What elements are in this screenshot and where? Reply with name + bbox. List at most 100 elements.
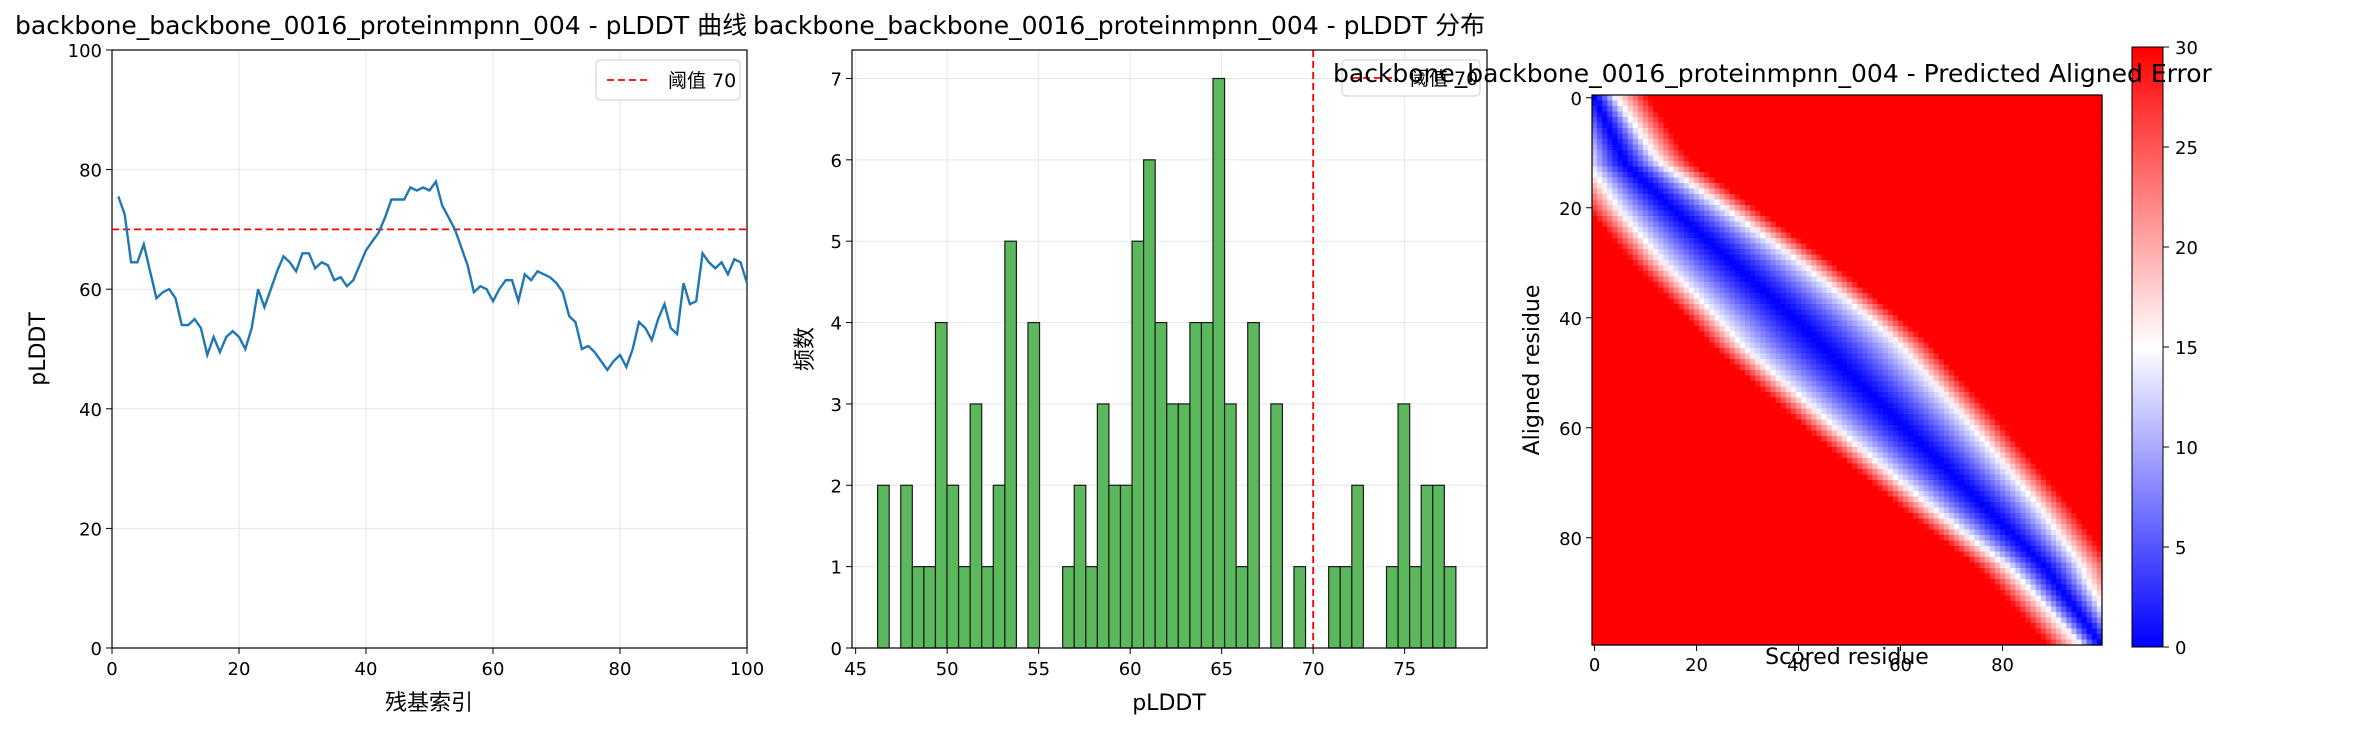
- heatmap-cell: [1765, 227, 1772, 234]
- heatmap-cell: [1841, 177, 1848, 184]
- heatmap-cell: [2035, 271, 2042, 278]
- heatmap-cell: [1643, 326, 1649, 333]
- heatmap-cell: [1857, 155, 1863, 162]
- heatmap-cell: [1739, 359, 1746, 366]
- heatmap-cell: [1745, 111, 1751, 118]
- heatmap-cell: [2045, 216, 2052, 223]
- heatmap-cell: [1785, 331, 1792, 338]
- heatmap-cell: [1785, 304, 1792, 311]
- heatmap-cell: [1994, 337, 2001, 344]
- heatmap-cell: [2061, 188, 2067, 195]
- heatmap-cell: [1622, 177, 1629, 184]
- heatmap-cell: [1627, 161, 1634, 168]
- heatmap-cell: [1699, 150, 1705, 157]
- heatmap-cell: [1734, 304, 1741, 311]
- heatmap-cell: [1714, 183, 1721, 190]
- heatmap-cell: [1760, 216, 1766, 223]
- heatmap-cell: [2020, 331, 2027, 338]
- heatmap-cell: [1709, 194, 1715, 201]
- heatmap-cell: [1612, 309, 1619, 316]
- heatmap-cell: [2071, 287, 2078, 294]
- heatmap-cell: [1760, 128, 1766, 135]
- heatmap-cell: [1750, 326, 1756, 333]
- heatmap-cell: [2071, 342, 2078, 349]
- heatmap-cell: [1719, 348, 1726, 355]
- heatmap-cell: [1979, 282, 1986, 289]
- heatmap-cell: [1780, 161, 1787, 168]
- heatmap-cell: [1643, 287, 1649, 294]
- heatmap-cell: [1694, 282, 1700, 289]
- heatmap-cell: [1938, 260, 1945, 267]
- heatmap-cell: [1872, 271, 1879, 278]
- heatmap-cell: [1760, 177, 1766, 184]
- heatmap-cell: [1683, 320, 1690, 327]
- heatmap-cell: [1694, 249, 1700, 256]
- heatmap-cell: [1867, 128, 1874, 135]
- heatmap-cell: [1627, 139, 1634, 146]
- heatmap-cell: [2071, 161, 2078, 168]
- heatmap-cell: [1867, 194, 1874, 201]
- heatmap-cell: [1892, 106, 1899, 113]
- heatmap-cell: [1678, 216, 1685, 223]
- y-tick-label: 0: [91, 639, 102, 660]
- heatmap-cell: [1847, 326, 1853, 333]
- heatmap-cell: [1785, 238, 1792, 245]
- heatmap-cell: [1719, 320, 1726, 327]
- heatmap-cell: [2020, 100, 2027, 107]
- heatmap-cell: [1607, 100, 1613, 107]
- heatmap-cell: [1836, 166, 1843, 173]
- y-tick-label: 5: [831, 232, 842, 253]
- heatmap-cell: [1704, 199, 1710, 206]
- heatmap-cell: [1801, 106, 1807, 113]
- heatmap-cell: [1755, 194, 1761, 201]
- heatmap-cell: [1729, 260, 1736, 267]
- heatmap-cell: [1668, 122, 1675, 129]
- heatmap-cell: [1612, 183, 1619, 190]
- heatmap-cell: [1928, 293, 1935, 300]
- heatmap-cell: [1796, 326, 1802, 333]
- heatmap-cell: [2071, 177, 2078, 184]
- heatmap-cell: [1949, 304, 1955, 311]
- heatmap-cell: [1648, 122, 1654, 129]
- heatmap-cell: [2081, 276, 2088, 283]
- heatmap-cell: [1811, 133, 1817, 140]
- heatmap-cell: [1724, 95, 1731, 102]
- heatmap-cell: [1852, 221, 1858, 228]
- heatmap-cell: [1903, 194, 1909, 201]
- heatmap-cell: [1928, 166, 1935, 173]
- heatmap-cell: [1974, 249, 1981, 256]
- heatmap-cell: [1643, 128, 1649, 135]
- heatmap-cell: [1643, 293, 1649, 300]
- heatmap-cell: [1637, 205, 1644, 212]
- heatmap-cell: [1653, 309, 1659, 316]
- heatmap-cell: [2020, 282, 2027, 289]
- heatmap-cell: [1668, 304, 1675, 311]
- heatmap-cell: [1785, 95, 1792, 102]
- heatmap-cell: [1857, 331, 1863, 338]
- heatmap-cell: [1658, 238, 1664, 245]
- heatmap-cell: [1627, 320, 1634, 327]
- heatmap-cell: [1949, 122, 1955, 129]
- heatmap-cell: [1668, 199, 1675, 206]
- heatmap-cell: [1867, 238, 1874, 245]
- heatmap-cell: [1933, 150, 1940, 157]
- heatmap-cell: [1683, 254, 1690, 261]
- heatmap-cell: [1867, 304, 1874, 311]
- heatmap-cell: [2035, 315, 2042, 322]
- heatmap-cell: [1811, 188, 1817, 195]
- heatmap-cell: [1821, 227, 1828, 234]
- heatmap-cell: [1964, 238, 1970, 245]
- heatmap-cell: [1632, 139, 1639, 146]
- heatmap-cell: [1663, 315, 1670, 322]
- heatmap-cell: [1872, 199, 1879, 206]
- heatmap-cell: [1959, 172, 1965, 179]
- heatmap-cell: [1943, 337, 1950, 344]
- heatmap-cell: [1739, 227, 1746, 234]
- heatmap-cell: [1979, 106, 1986, 113]
- heatmap-cell: [1724, 331, 1731, 338]
- heatmap-cell: [1928, 249, 1935, 256]
- heatmap-cell: [1597, 353, 1603, 360]
- heatmap-cell: [1704, 122, 1710, 129]
- heatmap-cell: [1602, 111, 1608, 118]
- heatmap-cell: [1637, 243, 1644, 250]
